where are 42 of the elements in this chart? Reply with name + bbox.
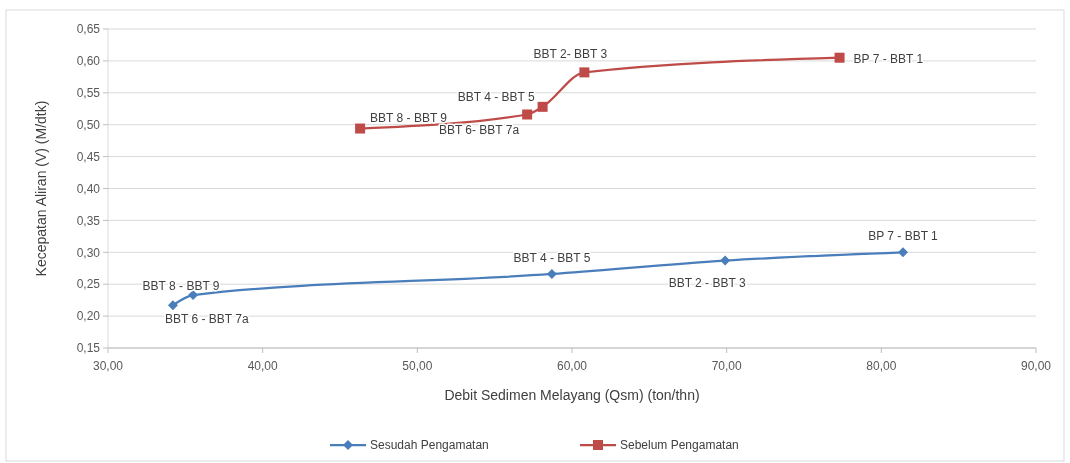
y-tick-label: 0,20 [76,309,101,324]
annotation: BBT 4 - BBT 5 [457,89,535,104]
y-tick-label: 0,35 [76,213,101,228]
point [897,247,908,258]
y-tick-label: 0,50 [76,117,101,132]
y-axis-title: Kecepatan Aliran (V) (M/dtk) [33,100,49,277]
y-tick-label: 0,45 [76,149,101,164]
x-tick-label: 60,00 [556,359,588,373]
point [834,52,845,63]
point [720,255,731,266]
annotation: BP 7 - BBT 1 [868,229,939,244]
y-tick-label: 0,25 [76,277,101,292]
annotation: BBT 8 - BBT 9 [370,110,448,125]
point [167,300,178,311]
annotation: BBT 2- BBT 3 [533,47,608,62]
point [546,268,557,279]
x-tick-label: 40,00 [247,359,279,373]
x-tick-label: 70,00 [711,359,743,373]
annotation: BP 7 - BBT 1 [853,51,924,66]
annotation: BBT 2 - BBT 3 [668,275,746,290]
y-tick-label: 0,60 [76,54,101,69]
x-tick-label: 30,00 [92,359,124,373]
y-tick-label: 0,65 [76,22,101,37]
annotation: BBT 8 - BBT 9 [142,279,220,294]
x-tick-label: 50,00 [402,359,433,373]
annotation: BBT 6 - BBT 7a [164,312,249,327]
point [537,101,548,112]
legend-label: Sesudah Pengamatan [370,438,489,453]
point [522,109,533,120]
legend-label: Sebelum Pengamatan [620,438,739,453]
point [579,67,590,78]
annotation: BBT 6- BBT 7a [438,123,520,138]
y-tick-label: 0,30 [76,245,101,260]
x-axis-title: Debit Sedimen Melayang (Qsm) (ton/thn) [444,387,700,403]
point [355,123,366,134]
annotation: BBT 4 - BBT 5 [513,250,591,265]
y-tick-label: 0,15 [76,341,101,356]
point [188,290,199,301]
y-tick-label: 0,40 [76,181,101,196]
y-tick-label: 0,55 [76,86,101,100]
x-tick-label: 80,00 [866,359,897,373]
x-tick-label: 90,00 [1020,359,1052,373]
